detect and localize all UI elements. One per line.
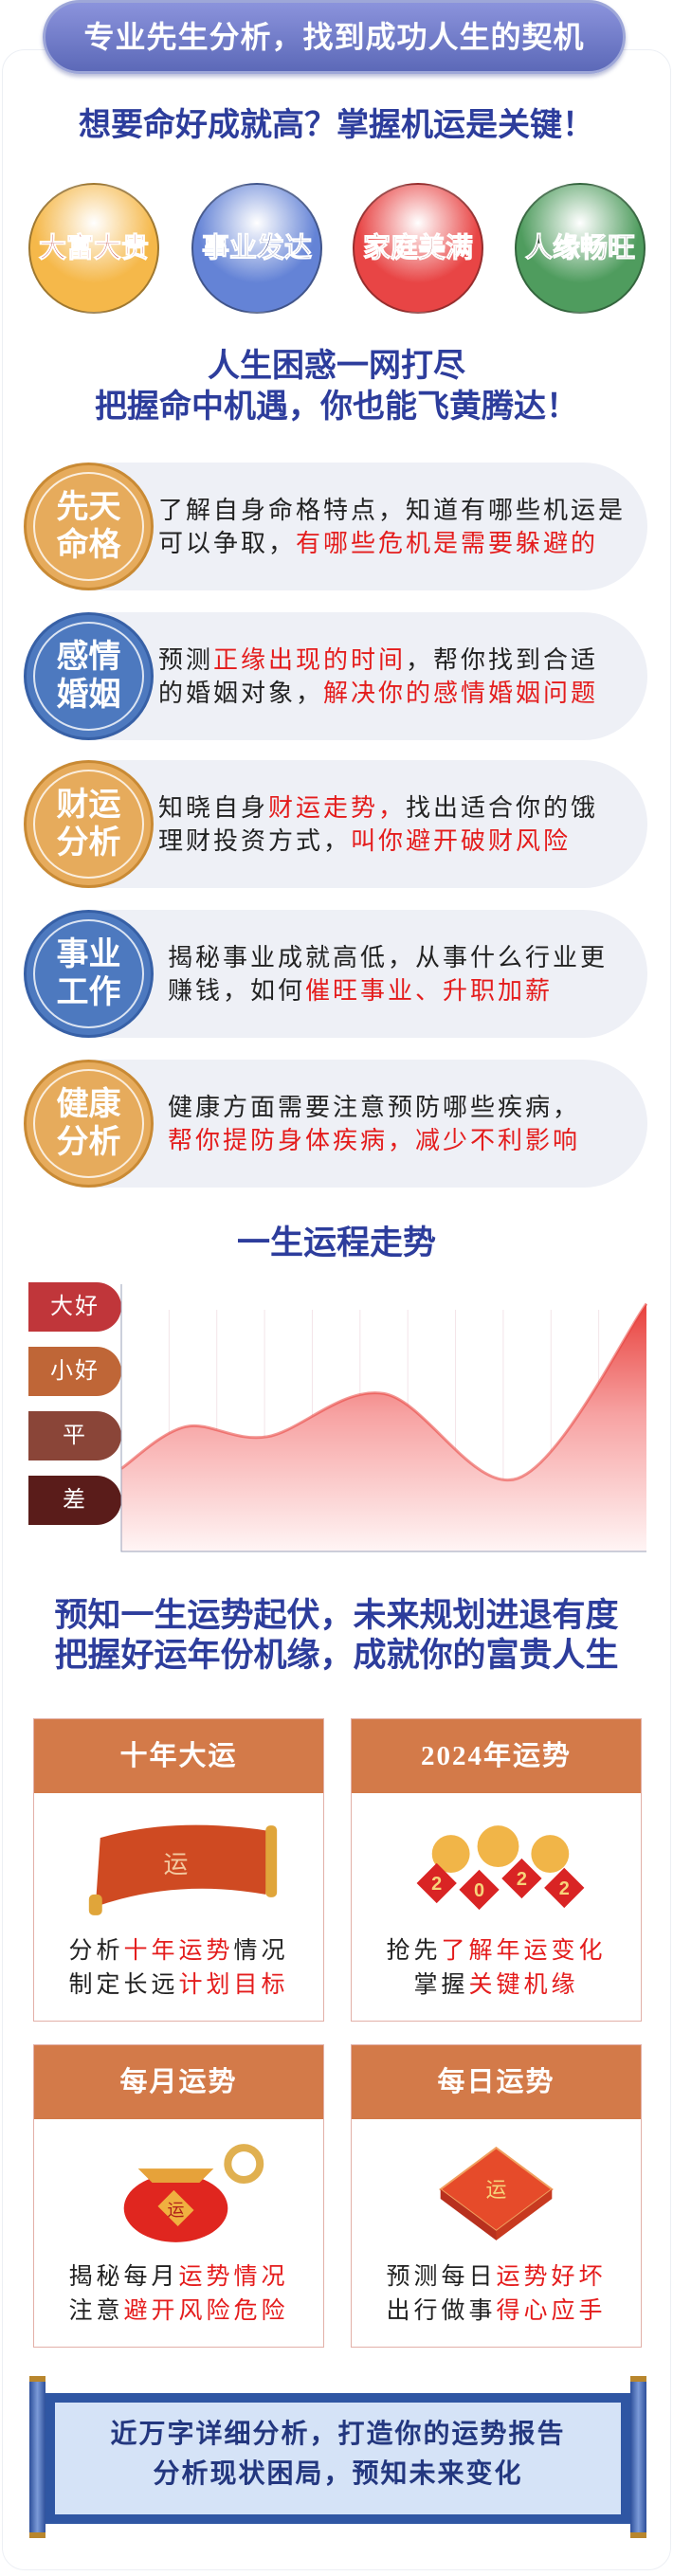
ball-label: 人缘畅旺 — [524, 233, 635, 264]
svg-text:运: 运 — [164, 1852, 189, 1878]
headline-1: 想要命好成就高？掌握机运是关键！ — [79, 108, 594, 143]
level-poor: 差 — [28, 1476, 121, 1525]
feature-text: 预测正缘出现的时间，帮你找到合适的婚姻对象，解决你的感情婚姻问题 — [158, 645, 599, 707]
feature-career[interactable]: 事业 工作 揭秘事业成就高低，从事什么行业更赚钱，如何催旺事业、升职加薪 — [24, 910, 647, 1038]
svg-text:2: 2 — [517, 1869, 527, 1890]
chart-title: 一生运程走势 — [236, 1225, 436, 1261]
scroll-rod-left — [29, 2376, 45, 2538]
fortune-line — [120, 1302, 647, 1482]
feature-text: 了解自身命格特点，知道有哪些机运是可以争取，有哪些危机是需要躲避的 — [158, 496, 627, 557]
chart-axis — [120, 1284, 646, 1552]
feature-wealth[interactable]: 财运 分析 知晓自身财运走势，找出适合你的饿理财投资方式，叫你避开破财风险 — [24, 760, 647, 888]
badge: 健康 分析 — [24, 1060, 154, 1188]
feature-text: 健康方面需要注意预防哪些疾病， 帮你提防身体疾病，减少不利影响 — [168, 1093, 581, 1154]
footer-line-1: 近万字详细分析，打造你的运势报告 — [110, 2420, 566, 2449]
feature-marriage[interactable]: 感情 婚姻 预测正缘出现的时间，帮你找到合适的婚姻对象，解决你的感情婚姻问题 — [24, 612, 647, 740]
feature-text: 知晓自身财运走势，找出适合你的饿理财投资方式，叫你避开破财风险 — [158, 793, 599, 855]
card-month-fortune[interactable]: 每月运势 运 揭秘每月运势情况 注意避开风险危险 — [33, 2044, 324, 2348]
badge: 先天 命格 — [24, 463, 154, 590]
fortune-area — [121, 1303, 646, 1551]
feature-health[interactable]: 健康 分析 健康方面需要注意预防哪些疾病， 帮你提防身体疾病，减少不利影响 — [24, 1060, 647, 1188]
level-good: 小好 — [28, 1347, 121, 1396]
gift-box-icon: 运 — [439, 2146, 554, 2240]
feature-destiny[interactable]: 先天 命格 了解自身命格特点，知道有哪些机运是可以争取，有哪些危机是需要躲避的 — [24, 463, 647, 590]
feature-text: 揭秘事业成就高低，从事什么行业更赚钱，如何催旺事业、升职加薪 — [168, 943, 609, 1005]
svg-text:2: 2 — [431, 1874, 442, 1895]
card-day-fortune[interactable]: 每日运势 运 预测每日运势好坏 出行做事得心应手 — [351, 2044, 642, 2348]
card-title: 2024年运势 — [352, 1719, 641, 1793]
svg-text:运: 运 — [486, 2178, 507, 2202]
badge: 感情 婚姻 — [24, 612, 154, 740]
headline-3b: 把握好运年份机缘，成就你的富贵人生 — [54, 1637, 619, 1674]
card-decade-fortune[interactable]: 十年大运 运 分析十年运势情况 制定长远计划目标 — [33, 1718, 324, 2022]
ball-relations[interactable]: 人缘畅旺 — [515, 183, 646, 314]
banner: 专业先生分析，找到成功人生的契机 — [43, 0, 626, 74]
svg-text:0: 0 — [474, 1880, 484, 1901]
ball-family[interactable]: 家庭美满 — [353, 183, 483, 314]
ball-wealth[interactable]: 大富大贵 — [28, 183, 159, 314]
ball-label: 家庭美满 — [362, 233, 473, 264]
headline-2a: 人生困惑一网打尽 — [208, 349, 465, 384]
ball-label: 大富大贵 — [38, 233, 149, 264]
scroll-rod-right — [630, 2376, 646, 2538]
headline-3a: 预知一生运势起伏，未来规划进退有度 — [54, 1597, 619, 1634]
card-title: 十年大运 — [34, 1719, 323, 1793]
badge: 事业 工作 — [24, 910, 154, 1038]
ball-label: 事业发达 — [201, 233, 312, 264]
card-text: 预测每日运势好坏 出行做事得心应手 — [386, 2263, 607, 2324]
badge: 财运 分析 — [24, 760, 154, 888]
tigers-icon: 2 02 2 — [416, 1825, 585, 1911]
card-text: 分析十年运势情况 制定长远计划目标 — [68, 1937, 289, 1998]
scroll-icon: 运 — [88, 1824, 278, 1915]
lucky-bag-icon: 运 — [123, 2144, 264, 2242]
ball-career[interactable]: 事业发达 — [191, 183, 322, 314]
card-title: 每月运势 — [34, 2045, 323, 2119]
headline-2b: 把握命中机遇，你也能飞黄腾达！ — [95, 390, 578, 425]
card-text: 揭秘每月运势情况 注意避开风险危险 — [68, 2263, 289, 2324]
card-title: 每日运势 — [352, 2045, 641, 2119]
footer-scroll: 近万字详细分析，打造你的运势报告 分析现状困局，预知未来变化 — [29, 2376, 646, 2538]
fortune-chart — [120, 1284, 647, 1552]
footer-line-2: 分析现状困局，预知未来变化 — [153, 2459, 523, 2489]
level-average: 平 — [28, 1411, 121, 1460]
svg-text:2: 2 — [559, 1878, 570, 1899]
card-text: 抢先了解年运变化 掌握关键机缘 — [386, 1937, 607, 1998]
svg-text:运: 运 — [168, 2201, 185, 2220]
level-best: 大好 — [28, 1282, 121, 1332]
